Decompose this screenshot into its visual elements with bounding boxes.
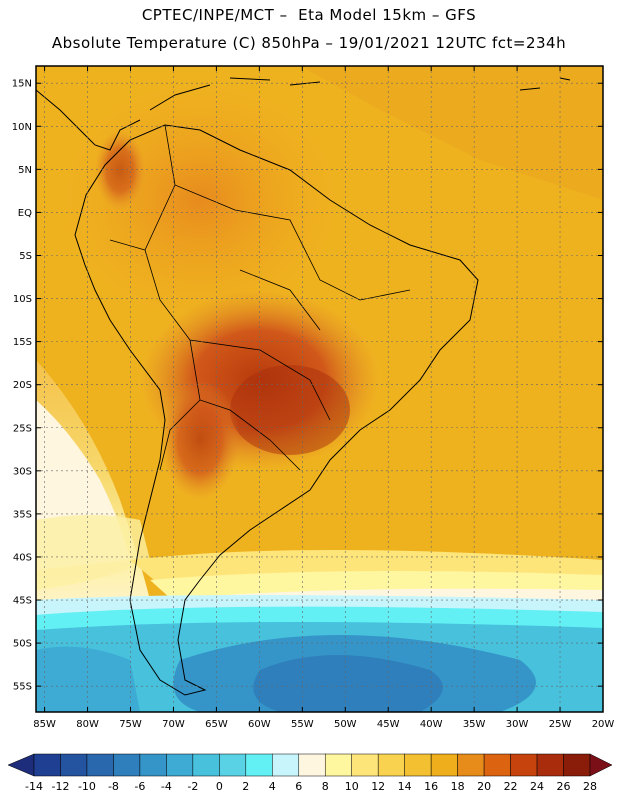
lon-tick-label: 50W — [334, 719, 357, 730]
colorbar-swatch — [60, 753, 88, 777]
chart-title-line2: Absolute Temperature (C) 850hPa – 19/01/… — [51, 34, 567, 52]
lon-tick-label: 35W — [463, 719, 486, 730]
colorbar-swatch — [324, 753, 352, 777]
colorbar-label: -10 — [78, 780, 96, 793]
colorbar-swatch — [483, 753, 511, 777]
lat-tick-label: 15S — [13, 337, 32, 348]
colorbar-label: 2 — [242, 780, 249, 793]
colorbar-label: -12 — [51, 780, 69, 793]
lat-tick-label: 10S — [13, 294, 32, 305]
lon-tick-label: 55W — [291, 719, 314, 730]
colorbar-under-arrow — [7, 753, 35, 777]
colorbar-label: 6 — [295, 780, 302, 793]
colorbar-swatch — [113, 753, 141, 777]
colorbar-label: 8 — [322, 780, 329, 793]
colorbar-swatch — [166, 753, 194, 777]
colorbar-swatch — [192, 753, 220, 777]
colorbar-label: 20 — [477, 780, 491, 793]
map-frame — [35, 65, 604, 713]
chart-title-line1: CPTEC/INPE/MCT – Eta Model 15km – GFS — [141, 6, 477, 24]
colorbar-label: 10 — [345, 780, 359, 793]
lon-tick-label: 40W — [420, 719, 443, 730]
colorbar-swatch — [219, 753, 247, 777]
lat-tick-label: 20S — [13, 380, 32, 391]
lon-tick-label: 25W — [549, 719, 572, 730]
colorbar-swatch — [272, 753, 300, 777]
colorbar-swatch — [245, 753, 273, 777]
lat-tick-label: 55S — [13, 682, 32, 693]
colorbar-label: -8 — [108, 780, 119, 793]
lat-tick-label: 15N — [12, 79, 32, 90]
colorbar-swatch — [33, 753, 61, 777]
lon-tick-label: 70W — [162, 719, 185, 730]
lat-tick-label: EQ — [18, 208, 32, 219]
caribbean-islands — [229, 77, 571, 91]
colorbar-swatch — [510, 753, 538, 777]
lat-tick-label: 50S — [13, 639, 32, 650]
lat-tick-label: 40S — [13, 552, 32, 563]
lat-tick-label: 35S — [13, 509, 32, 520]
colorbar-swatch — [139, 753, 167, 777]
country-borders — [109, 124, 411, 471]
colorbar-over-arrow — [589, 753, 613, 777]
coastline-central-america — [36, 84, 211, 151]
colorbar-label: 22 — [504, 780, 518, 793]
colorbar: -14 -12 -10 -8 -6 -4 -2 0 2 4 6 8 10 12 14 16 18 20 22 24 26… — [7, 753, 613, 793]
colorbar-label: 16 — [424, 780, 438, 793]
colorbar-swatch — [351, 753, 379, 777]
colorbar-label: -6 — [134, 780, 145, 793]
colorbar-swatch — [536, 753, 564, 777]
colorbar-label: 28 — [583, 780, 597, 793]
coastline-south-america — [74, 124, 479, 696]
lon-tick-label: 45W — [377, 719, 400, 730]
colorbar-label: 12 — [371, 780, 385, 793]
lat-tick-label: 45S — [13, 596, 32, 607]
lon-tick-label: 75W — [119, 719, 142, 730]
colorbar-swatch — [563, 753, 591, 777]
colorbar-label: -2 — [187, 780, 198, 793]
lat-tick-label: 25S — [13, 423, 32, 434]
colorbar-swatch — [457, 753, 485, 777]
longitude-axis: 85W 80W 75W 70W 65W 60W 55W 50W 45W 40W 35W 30W 25W 2… — [33, 66, 614, 730]
colorbar-swatch — [430, 753, 458, 777]
lon-tick-label: 60W — [248, 719, 271, 730]
lat-tick-label: 30S — [13, 466, 32, 477]
temperature-field — [36, 66, 603, 712]
latitude-axis: 15N 10N 5N EQ 5S 10S 15S 20S 25S 30S 35S 40S 45S 50S 5… — [12, 79, 603, 693]
colorbar-label: 24 — [530, 780, 544, 793]
lon-tick-label: 30W — [506, 719, 529, 730]
lon-tick-label: 65W — [205, 719, 228, 730]
colorbar-swatch — [377, 753, 405, 777]
colorbar-label: 26 — [557, 780, 571, 793]
colorbar-label: -14 — [25, 780, 43, 793]
colorbar-label: 4 — [269, 780, 276, 793]
lat-tick-label: 10N — [12, 122, 32, 133]
colorbar-swatch — [404, 753, 432, 777]
lon-tick-label: 20W — [592, 719, 615, 730]
colorbar-label: 18 — [451, 780, 465, 793]
colorbar-label: 14 — [398, 780, 412, 793]
lon-tick-label: 80W — [76, 719, 99, 730]
colorbar-label: -4 — [161, 780, 172, 793]
lat-tick-label: 5N — [18, 165, 32, 176]
lat-tick-label: 5S — [19, 251, 32, 262]
colorbar-swatch — [86, 753, 114, 777]
colorbar-label: 0 — [216, 780, 223, 793]
lon-tick-label: 85W — [33, 719, 56, 730]
colorbar-swatch — [298, 753, 326, 777]
